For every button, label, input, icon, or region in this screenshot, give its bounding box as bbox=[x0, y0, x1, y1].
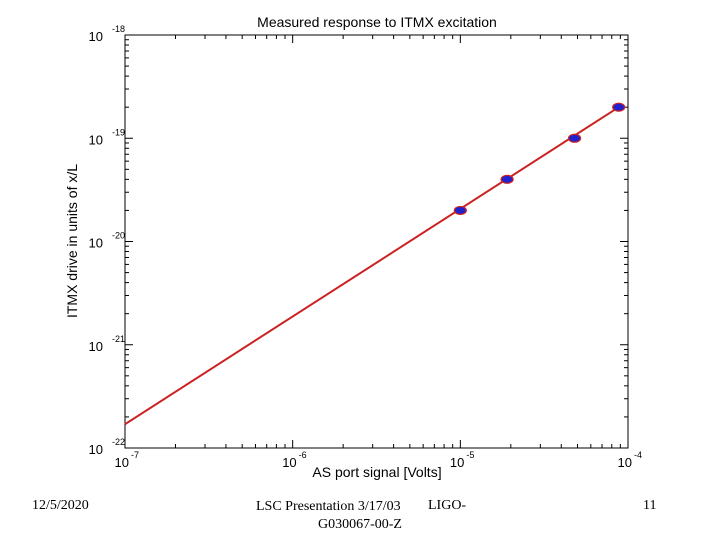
y-tick-label-base: 10 bbox=[89, 442, 103, 457]
footer-presentation-line2: G030067-00-Z bbox=[318, 517, 402, 532]
x-tick-label-base: 10 bbox=[115, 455, 129, 470]
data-point bbox=[453, 205, 467, 216]
plot-frame bbox=[124, 34, 629, 449]
x-tick-label-exponent: -6 bbox=[299, 450, 307, 460]
x-tick-label-exponent: -4 bbox=[634, 450, 642, 460]
y-tick-label: 10 -18 bbox=[89, 24, 125, 44]
data-point bbox=[612, 102, 626, 112]
y-tick-label-base: 10 bbox=[89, 339, 103, 354]
y-tick-label-exponent: -21 bbox=[112, 334, 125, 344]
y-tick-label-exponent: -18 bbox=[112, 24, 125, 34]
y-tick-label-exponent: -20 bbox=[112, 231, 125, 241]
footer-presentation-line1: LSC Presentation 3/17/03 bbox=[256, 499, 401, 514]
data-point bbox=[500, 174, 514, 184]
y-tick-label: 10 -22 bbox=[89, 437, 125, 457]
x-tick-label-exponent: -7 bbox=[131, 450, 139, 460]
x-tick-label-exponent: -5 bbox=[466, 450, 474, 460]
footer-ligo: LIGO- bbox=[428, 498, 467, 513]
x-tick-label: 10 -6 bbox=[282, 450, 306, 470]
y-tick-label: 10 -19 bbox=[89, 127, 125, 147]
y-tick-label: 10 -20 bbox=[89, 231, 125, 251]
y-tick-label-base: 10 bbox=[89, 236, 103, 251]
y-tick-label-exponent: -22 bbox=[112, 437, 125, 447]
y-tick-label-base: 10 bbox=[89, 29, 103, 44]
tick-marks bbox=[124, 34, 629, 449]
data-series bbox=[124, 102, 626, 426]
x-axis-label: AS port signal [Volts] bbox=[312, 464, 441, 480]
x-tick-label-base: 10 bbox=[618, 455, 632, 470]
x-tick-label: 10 -5 bbox=[450, 450, 474, 470]
x-tick-label-base: 10 bbox=[282, 455, 296, 470]
footer-presentation: LSC Presentation 3/17/03 G030067-00-Z bbox=[256, 498, 406, 534]
y-tick-label-base: 10 bbox=[89, 132, 103, 147]
x-tick-label: 10 -4 bbox=[618, 450, 642, 470]
x-tick-label: 10 -7 bbox=[115, 450, 139, 470]
y-tick-label: 10 -21 bbox=[89, 334, 125, 354]
footer-date: 12/5/2020 bbox=[32, 498, 89, 513]
data-point bbox=[567, 133, 582, 143]
x-tick-label-base: 10 bbox=[450, 455, 464, 470]
y-axis-label: ITMX drive in units of x/L bbox=[64, 164, 80, 318]
chart-title: Measured response to ITMX excitation bbox=[257, 14, 497, 30]
fit-line bbox=[124, 106, 620, 426]
y-tick-label-exponent: -19 bbox=[112, 127, 125, 137]
page-number: 11 bbox=[643, 498, 657, 513]
